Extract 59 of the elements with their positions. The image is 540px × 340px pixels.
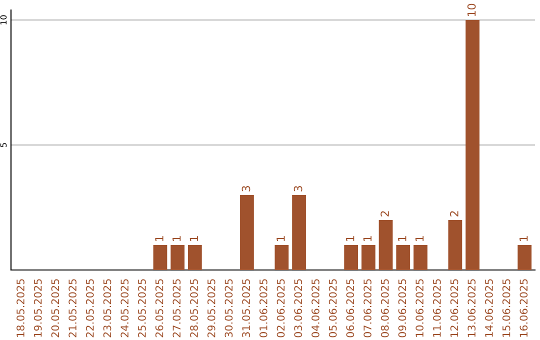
bar: [361, 245, 376, 270]
bar: [414, 245, 428, 270]
data-label: 2: [380, 211, 389, 216]
x-tick-label: 05.06.2025: [328, 279, 337, 338]
x-tick-label: 19.05.2025: [34, 279, 42, 337]
x-tick-label: 12.06.2025: [450, 279, 458, 337]
bar: [448, 220, 462, 270]
x-tick-label: 24.05.2025: [120, 279, 129, 338]
x-tick-label: 13.06.2025: [468, 279, 476, 337]
x-tick-label: 23.05.2025: [103, 279, 112, 338]
x-tick-label: 22.05.2025: [86, 279, 94, 338]
x-tick-label: 08.06.2025: [380, 279, 389, 338]
data-label: 1: [520, 236, 528, 241]
y-tick-label: 5: [0, 143, 7, 148]
x-tick-label: 09.06.2025: [398, 279, 406, 338]
bar: [153, 245, 168, 270]
x-tick-label: 03.06.2025: [294, 279, 302, 338]
data-label: 1: [276, 236, 285, 241]
x-tick-label: 28.05.2025: [190, 279, 198, 338]
data-label: 1: [363, 236, 372, 241]
x-tick-label: 18.05.2025: [16, 279, 24, 337]
data-label: 1: [172, 236, 181, 241]
data-label: 10: [467, 4, 476, 16]
x-tick-label: 21.05.2025: [68, 279, 76, 338]
bar: [378, 220, 393, 270]
x-tick-label: 26.05.2025: [155, 279, 164, 338]
x-tick-label: 16.06.2025: [520, 279, 528, 337]
x-tick-label: 25.05.2025: [138, 279, 146, 338]
x-tick-label: 01.06.2025: [259, 279, 268, 338]
x-tick-label: 06.06.2025: [346, 279, 354, 338]
x-tick-label: 30.05.2025: [224, 279, 233, 338]
data-label: 1: [155, 236, 164, 241]
data-label: 1: [415, 236, 424, 241]
data-label: 1: [346, 236, 354, 241]
data-label: 2: [450, 211, 458, 216]
x-tick-label: 29.05.2025: [207, 279, 216, 338]
x-tick-label: 04.06.2025: [312, 279, 320, 338]
bar: [344, 245, 358, 270]
data-label: 3: [242, 186, 250, 192]
bar: [466, 20, 480, 270]
x-tick-label: 14.06.2025: [485, 279, 493, 337]
data-label: 1: [398, 236, 406, 241]
x-tick-label: 27.05.2025: [172, 279, 181, 338]
x-tick-label: 15.06.2025: [502, 279, 510, 337]
bar: [396, 245, 410, 270]
x-tick-label: 31.05.2025: [242, 279, 250, 338]
bar: [240, 195, 254, 270]
bar: [292, 195, 306, 270]
x-tick-label: 10.06.2025: [416, 279, 424, 337]
x-tick-label: 07.06.2025: [364, 279, 372, 338]
bar: [274, 245, 289, 270]
bar: [188, 245, 202, 270]
x-tick-label: 20.05.2025: [51, 279, 60, 338]
data-label: 1: [190, 236, 198, 241]
x-tick-label: 11.06.2025: [432, 279, 441, 337]
x-tick-label: 02.06.2025: [276, 279, 285, 338]
bar: [518, 245, 532, 270]
data-label: 3: [294, 186, 302, 192]
bar: [170, 245, 185, 270]
